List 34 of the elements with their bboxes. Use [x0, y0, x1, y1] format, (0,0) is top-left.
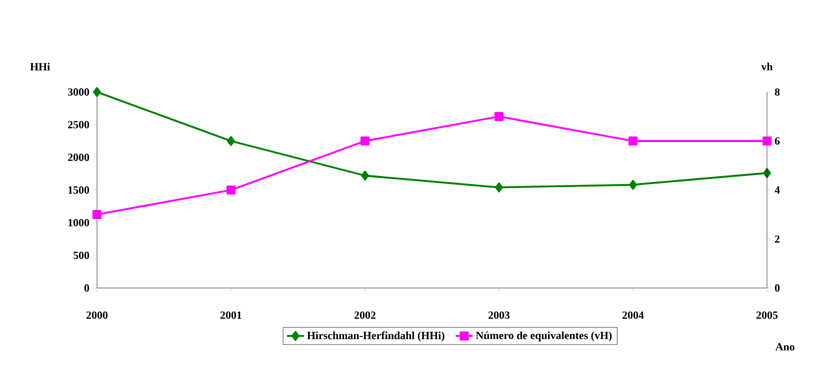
- point: [628, 136, 638, 146]
- point: [360, 136, 370, 146]
- y-tick-label: 1000: [68, 218, 90, 226]
- y2-axis-title: vh: [761, 62, 773, 70]
- x-tick-label: 2002: [354, 311, 376, 319]
- y-tick-label: 2000: [68, 154, 90, 162]
- y2-tick-label: 8: [774, 88, 780, 96]
- point: [495, 182, 503, 192]
- legend-label: Hirschman-Herfindahl (HHi): [307, 331, 444, 342]
- y2-tick-label: 0: [774, 284, 780, 292]
- point: [494, 112, 504, 122]
- point: [762, 136, 772, 146]
- point: [629, 180, 637, 190]
- y2-tick-label: 2: [774, 235, 780, 243]
- point: [361, 170, 369, 181]
- y-tick-label: 0: [84, 284, 90, 292]
- point: [227, 136, 235, 146]
- y-tick-label: 2500: [68, 120, 90, 128]
- x-tick-label: 2000: [86, 311, 108, 319]
- point: [92, 210, 102, 220]
- x-axis-title: Ano: [775, 343, 794, 350]
- y2-tick-label: 4: [774, 186, 780, 194]
- x-tick-label: 2003: [488, 311, 510, 319]
- y-tick-label: 1500: [68, 186, 90, 194]
- legend-label: Número de equivalentes (vH): [476, 331, 612, 342]
- x-tick-label: 2005: [756, 311, 778, 319]
- point: [93, 87, 101, 97]
- point: [226, 185, 236, 195]
- y2-tick-label: 6: [774, 137, 780, 145]
- y-tick-label: 3000: [68, 88, 90, 96]
- y-axis-title: HHi: [30, 62, 50, 70]
- y-tick-label: 500: [73, 252, 90, 260]
- x-tick-label: 2001: [220, 311, 242, 319]
- x-tick-label: 2004: [622, 311, 644, 319]
